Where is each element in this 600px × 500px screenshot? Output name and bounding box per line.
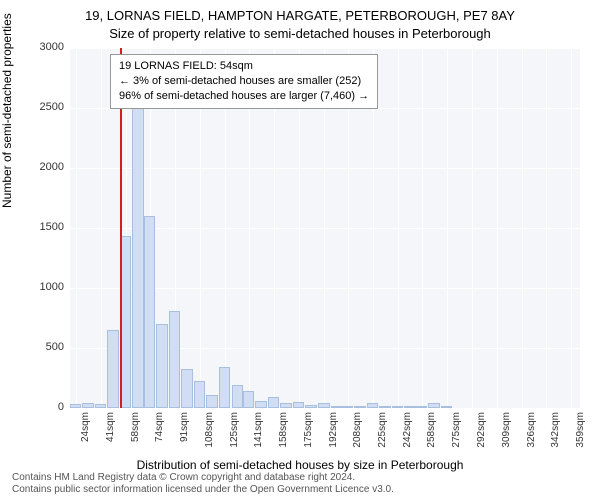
histogram-bar [255,401,267,408]
histogram-bar [169,311,181,408]
histogram-bar [107,330,119,408]
x-tick-label: 74sqm [154,412,165,460]
histogram-bar [144,216,156,408]
y-tick-label: 1500 [24,221,64,233]
y-tick-label: 2000 [24,161,64,173]
histogram-bar [70,404,82,408]
x-tick-label: 91sqm [179,412,190,460]
histogram-bar [416,406,428,408]
x-tick-label: 342sqm [550,412,561,460]
x-tick-label: 41sqm [105,412,116,460]
x-tick-label: 242sqm [402,412,413,460]
x-tick-label: 208sqm [352,412,363,460]
histogram-bar [367,403,379,408]
footer-line-2: Contains public sector information licen… [12,484,394,496]
histogram-bar [232,385,244,408]
x-tick-label: 175sqm [303,412,314,460]
histogram-bar [331,406,343,408]
title-line-1: 19, LORNAS FIELD, HAMPTON HARGATE, PETER… [0,8,600,23]
histogram-bar [243,391,255,408]
y-axis-title: Number of semi-detached properties [0,13,14,228]
x-tick-label: 292sqm [476,412,487,460]
histogram-bar [156,324,168,408]
histogram-bar [428,403,440,408]
histogram-bar [268,397,280,408]
x-tick-label: 309sqm [501,412,512,460]
histogram-bar [354,406,366,408]
gridline-h [70,168,580,169]
x-tick-label: 58sqm [130,412,141,460]
histogram-bar [318,403,330,408]
histogram-bar [441,406,453,408]
histogram-bar [305,405,317,408]
x-tick-label: 326sqm [526,412,537,460]
x-tick-label: 192sqm [328,412,339,460]
footer: Contains HM Land Registry data © Crown c… [12,472,394,496]
histogram-bar [379,406,391,408]
x-tick-label: 24sqm [80,412,91,460]
annotation-line-3: 96% of semi-detached houses are larger (… [119,89,369,104]
title-line-2: Size of property relative to semi-detach… [0,26,600,41]
histogram-bar [392,406,404,408]
chart-container: 19, LORNAS FIELD, HAMPTON HARGATE, PETER… [0,0,600,500]
x-tick-label: 158sqm [278,412,289,460]
y-tick-label: 2500 [24,101,64,113]
histogram-bar [206,395,218,408]
histogram-bar [404,406,416,408]
x-tick-label: 359sqm [575,412,586,460]
histogram-bar [82,403,94,408]
y-tick-label: 500 [24,341,64,353]
histogram-bar [95,404,107,408]
annotation-line-1: 19 LORNAS FIELD: 54sqm [119,59,369,74]
histogram-bar [132,108,144,408]
histogram-bar [194,381,206,408]
y-tick-label: 3000 [24,41,64,53]
y-tick-label: 1000 [24,281,64,293]
x-tick-label: 108sqm [204,412,215,460]
annotation-line-2: ← 3% of semi-detached houses are smaller… [119,74,369,89]
footer-line-1: Contains HM Land Registry data © Crown c… [12,472,394,484]
annotation-box: 19 LORNAS FIELD: 54sqm ← 3% of semi-deta… [110,54,378,109]
histogram-bar [219,367,231,408]
histogram-bar [181,369,193,408]
plot-area: 19 LORNAS FIELD: 54sqm ← 3% of semi-deta… [70,48,580,408]
histogram-bar [293,402,305,408]
gridline-h [70,48,580,49]
x-tick-label: 141sqm [253,412,264,460]
x-tick-label: 258sqm [426,412,437,460]
histogram-bar [280,403,292,408]
x-tick-label: 225sqm [377,412,388,460]
y-tick-label: 0 [24,401,64,413]
histogram-bar [342,406,354,408]
gridline-h [70,408,580,409]
x-axis-title: Distribution of semi-detached houses by … [0,458,600,472]
x-tick-label: 125sqm [229,412,240,460]
x-tick-label: 275sqm [451,412,462,460]
